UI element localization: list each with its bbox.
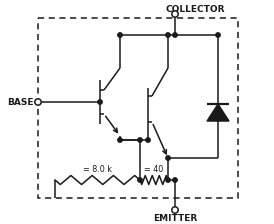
Circle shape (166, 178, 170, 182)
Circle shape (118, 33, 122, 37)
Circle shape (138, 178, 142, 182)
Circle shape (98, 100, 102, 104)
Text: COLLECTOR: COLLECTOR (165, 4, 225, 13)
Text: EMITTER: EMITTER (153, 213, 197, 222)
Text: = 40: = 40 (144, 164, 164, 174)
Text: = 8.0 k: = 8.0 k (83, 164, 112, 174)
Circle shape (138, 138, 142, 142)
Circle shape (118, 138, 122, 142)
Circle shape (146, 138, 150, 142)
Circle shape (173, 178, 177, 182)
Circle shape (172, 207, 178, 213)
Circle shape (173, 33, 177, 37)
Circle shape (35, 99, 41, 105)
Circle shape (172, 11, 178, 17)
Circle shape (166, 156, 170, 160)
Text: BASE: BASE (7, 97, 33, 106)
Circle shape (166, 33, 170, 37)
Circle shape (216, 33, 220, 37)
Polygon shape (207, 104, 229, 121)
